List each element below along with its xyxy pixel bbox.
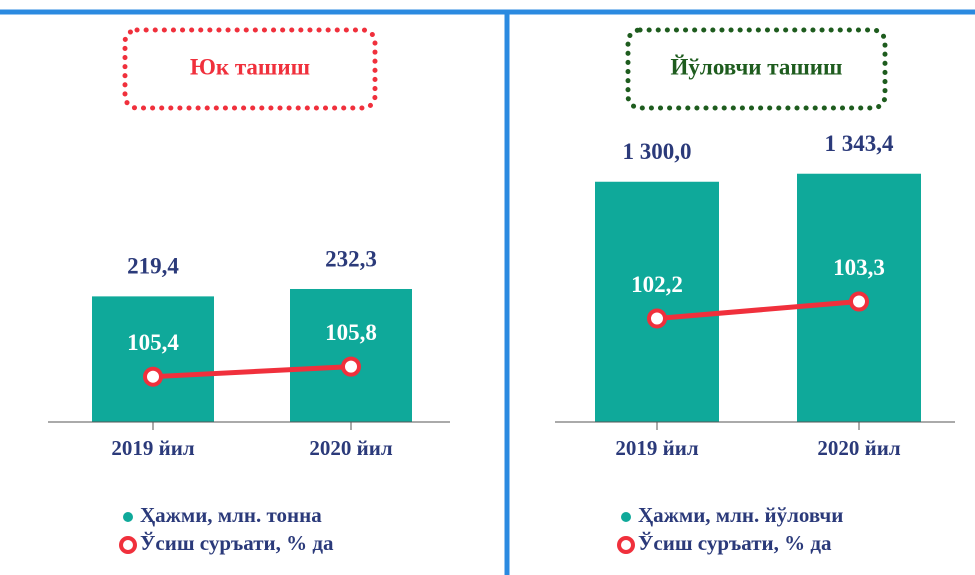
growth-label: 103,3: [833, 255, 885, 280]
x-tick-label: 2020 йил: [817, 436, 900, 460]
legend-label: Ҳажми, млн. йўловчи: [638, 503, 843, 527]
growth-point: [341, 356, 361, 377]
legend-icon: [621, 512, 631, 522]
growth-label: 105,4: [127, 330, 179, 355]
growth-point: [647, 308, 667, 329]
chart-title: Юк ташиш: [190, 54, 310, 79]
growth-point: [849, 291, 869, 312]
growth-line: [152, 364, 352, 380]
volume-bar: [290, 288, 412, 422]
legend-icon: [119, 536, 137, 554]
volume-bar: [92, 296, 214, 422]
volume-label: 219,4: [127, 254, 179, 279]
growth-point: [143, 366, 163, 387]
x-tick-label: 2020 йил: [309, 436, 392, 460]
legend-icon: [617, 536, 635, 554]
title-box: [122, 27, 378, 111]
growth-label: 105,8: [325, 320, 377, 345]
volume-label: 1 300,0: [623, 139, 692, 164]
volume-bar: [595, 181, 719, 422]
legend-label: Ўсиш суръати, % да: [638, 531, 832, 555]
legend-icon: [123, 512, 133, 522]
growth-line: [656, 299, 860, 321]
volume-label: 1 343,4: [825, 131, 895, 156]
x-tick-label: 2019 йил: [111, 436, 194, 460]
legend-label: Ўсиш суръати, % да: [140, 531, 334, 555]
x-tick-label: 2019 йил: [615, 436, 698, 460]
volume-label: 232,3: [325, 246, 377, 271]
chart-title: Йўловчи ташиш: [671, 54, 843, 79]
title-box: [625, 27, 888, 111]
legend-label: Ҳажми, млн. тонна: [140, 503, 322, 527]
growth-label: 102,2: [631, 272, 683, 297]
